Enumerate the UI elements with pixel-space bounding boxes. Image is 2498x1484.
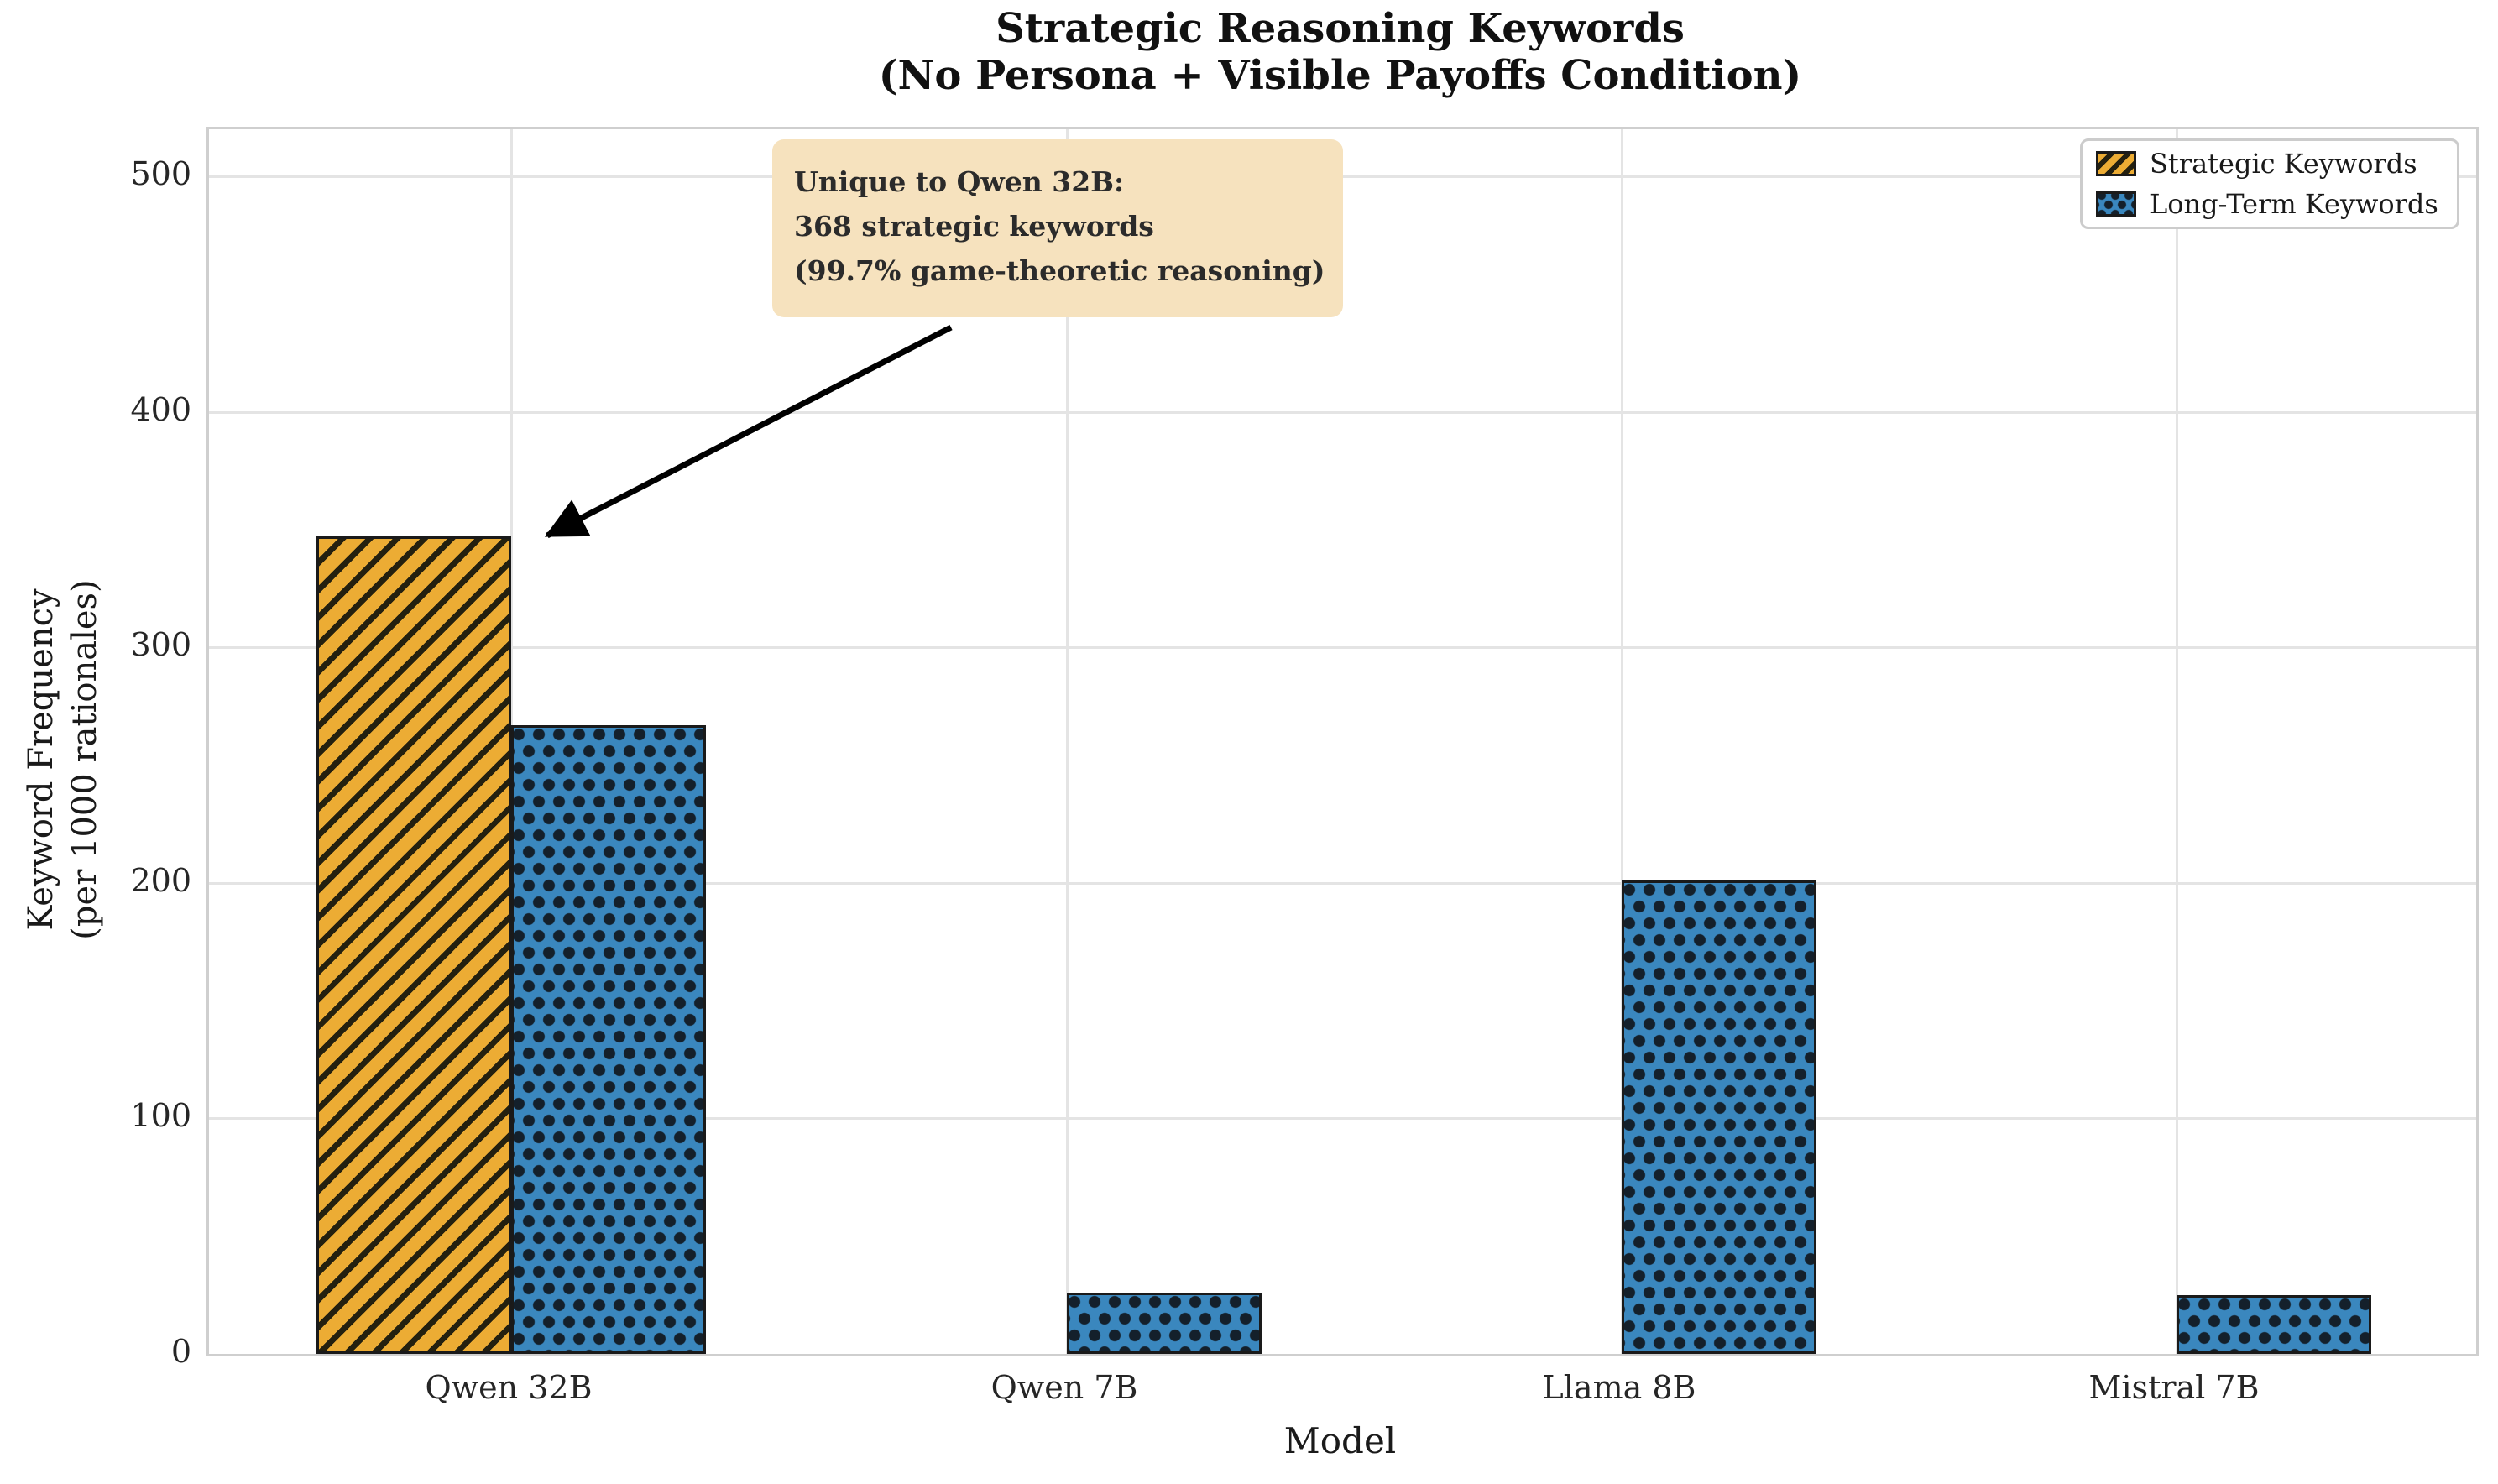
gridline-h xyxy=(209,882,2476,885)
annotation-line1: Unique to Qwen 32B: xyxy=(794,165,1125,198)
legend: Strategic Keywords Long-Term Keywords xyxy=(2080,138,2459,229)
y-tick-label: 0 xyxy=(170,1333,191,1370)
y-axis-label-line2: (per 1000 rationales) xyxy=(65,579,104,940)
y-tick-label: 300 xyxy=(130,626,191,663)
y-axis-label-line1: Keyword Frequency xyxy=(22,588,60,931)
gridline-v xyxy=(1621,129,1623,1354)
legend-label-strategic: Strategic Keywords xyxy=(2150,148,2417,180)
legend-swatch-strategic-icon xyxy=(2096,151,2136,176)
y-tick-label: 200 xyxy=(130,862,191,899)
gridline-h xyxy=(209,646,2476,649)
gridline-v xyxy=(1066,129,1069,1354)
bar-strategic-keywords-qwen-32b xyxy=(316,536,511,1354)
chart-title-line2: (No Persona + Visible Payoffs Condition) xyxy=(878,52,1802,99)
gridline-h xyxy=(209,1117,2476,1120)
bar-long-term-keywords-mistral-7b xyxy=(2177,1295,2371,1354)
legend-label-longterm: Long-Term Keywords xyxy=(2150,188,2438,220)
x-tick-label: Qwen 7B xyxy=(990,1369,1138,1406)
plot-area xyxy=(206,127,2479,1356)
bar-long-term-keywords-qwen-7b xyxy=(1067,1293,1262,1354)
annotation-box: Unique to Qwen 32B: 368 strategic keywor… xyxy=(772,139,1343,317)
y-tick-label: 100 xyxy=(130,1097,191,1134)
x-tick-label: Qwen 32B xyxy=(425,1369,593,1406)
chart-title-line1: Strategic Reasoning Keywords xyxy=(996,5,1685,52)
legend-item-longterm: Long-Term Keywords xyxy=(2096,188,2443,220)
y-tick-label: 500 xyxy=(130,155,191,192)
annotation-line2: 368 strategic keywords xyxy=(794,210,1154,243)
x-tick-label: Mistral 7B xyxy=(2088,1369,2260,1406)
chart-title: Strategic Reasoning Keywords (No Persona… xyxy=(206,5,2474,99)
y-axis-label: Keyword Frequency (per 1000 rationales) xyxy=(19,441,112,1079)
legend-item-strategic: Strategic Keywords xyxy=(2096,148,2443,180)
gridline-v xyxy=(2176,129,2178,1354)
bar-long-term-keywords-qwen-32b xyxy=(511,725,706,1354)
annotation-line3: (99.7% game-theoretic reasoning) xyxy=(794,254,1325,287)
gridline-h xyxy=(209,411,2476,414)
x-tick-label: Llama 8B xyxy=(1542,1369,1696,1406)
legend-swatch-longterm-icon xyxy=(2096,191,2136,217)
x-axis-label: Model xyxy=(1283,1420,1397,1461)
bar-long-term-keywords-llama-8b xyxy=(1622,880,1816,1354)
y-tick-label: 400 xyxy=(130,391,191,428)
